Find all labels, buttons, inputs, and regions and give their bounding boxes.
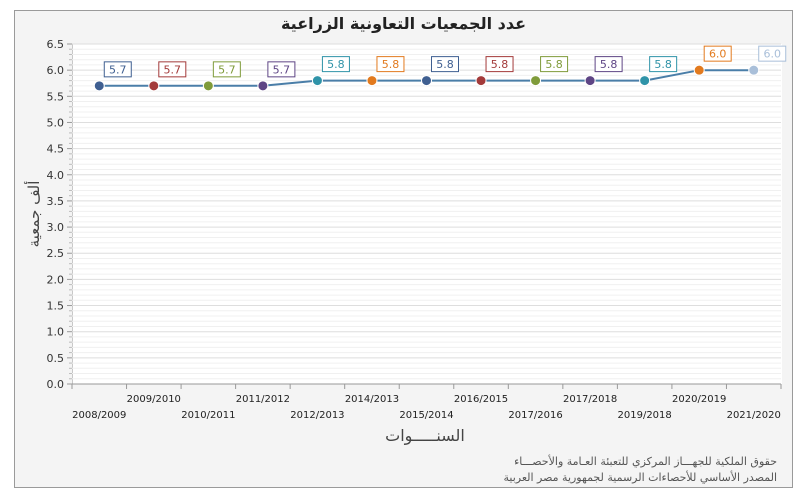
y-tick-label: 1.5 (47, 300, 65, 313)
y-tick-label: 0.5 (47, 352, 65, 365)
x-axis-label: السنـــــوات (385, 426, 465, 445)
x-tick-label: 2014/2013 (345, 394, 399, 405)
source-line-2: المصدر الأساسي للأحصاءات الرسمية لجمهوري… (503, 471, 777, 484)
data-point (202, 80, 214, 92)
data-point (639, 75, 651, 87)
x-tick-label: 2019/2018 (618, 410, 672, 421)
data-label-box (212, 61, 241, 78)
data-point (93, 80, 105, 92)
data-label-box (321, 56, 350, 73)
data-label: 5.8 (436, 58, 454, 71)
data-label: 6.0 (763, 48, 781, 61)
data-point (584, 75, 596, 87)
data-label-box (594, 56, 623, 73)
x-tick-label: 2020/2019 (672, 394, 726, 405)
x-tick-label: 2012/2013 (290, 410, 344, 421)
data-label-box (703, 45, 732, 62)
y-tick-label: 2.0 (47, 273, 65, 286)
chart-title: عدد الجمعيات التعاونية الزراعية (280, 14, 527, 33)
y-tick-label: 2.5 (47, 247, 65, 260)
y-tick-label: 1.0 (47, 326, 65, 339)
x-tick-label: 2017/2016 (508, 410, 562, 421)
y-axis-label: ألف جمعية (25, 180, 43, 248)
x-tick-label: 2021/2020 (727, 410, 781, 421)
y-tick-label: 6.5 (47, 38, 65, 51)
data-label: 5.7 (273, 63, 291, 76)
data-label-box (267, 61, 296, 78)
data-label: 6.0 (709, 48, 727, 61)
data-label: 5.7 (109, 63, 127, 76)
x-tick-label: 2015/2014 (399, 410, 453, 421)
y-tick-label: 5.5 (47, 90, 65, 103)
data-label: 5.8 (491, 58, 509, 71)
data-label: 5.8 (545, 58, 563, 71)
data-point (530, 75, 542, 87)
data-label-box (376, 56, 405, 73)
data-label-box (758, 45, 787, 62)
data-label: 5.8 (600, 58, 618, 71)
data-point (366, 75, 378, 87)
data-label-box (540, 56, 569, 73)
y-tick-label: 3.0 (47, 221, 65, 234)
data-label-box (431, 56, 459, 73)
data-label: 5.7 (164, 63, 182, 76)
x-tick-label: 2010/2011 (181, 410, 235, 421)
x-tick-label: 2016/2015 (454, 394, 508, 405)
y-tick-label: 4.5 (47, 143, 65, 156)
data-label-box (485, 56, 514, 73)
data-point (421, 75, 432, 87)
x-tick-label: 2008/2009 (72, 410, 126, 421)
data-label: 5.7 (218, 63, 236, 76)
data-label: 5.8 (382, 58, 400, 71)
y-tick-label: 0.0 (47, 378, 65, 391)
x-tick-label: 2011/2012 (236, 394, 290, 405)
y-tick-label: 5.0 (47, 116, 65, 129)
data-point (748, 64, 760, 76)
data-point (257, 80, 269, 92)
data-point (475, 75, 487, 87)
x-tick-label: 2009/2010 (127, 394, 181, 405)
x-tick-label: 2017/2018 (563, 394, 617, 405)
data-label-box (103, 61, 132, 78)
data-label: 5.8 (654, 58, 672, 71)
data-point (311, 75, 323, 87)
y-tick-label: 3.5 (47, 195, 65, 208)
data-point (148, 80, 160, 92)
data-label-box (649, 56, 678, 73)
y-tick-label: 4.0 (47, 169, 65, 182)
data-label-box (158, 61, 187, 78)
plot-area (72, 44, 782, 384)
data-point (693, 64, 705, 76)
y-tick-label: 6.0 (47, 64, 65, 77)
data-label: 5.8 (327, 58, 345, 71)
source-line-1: حقوق الملكية للجهـــاز المركزي للتعبئة ا… (514, 455, 777, 468)
